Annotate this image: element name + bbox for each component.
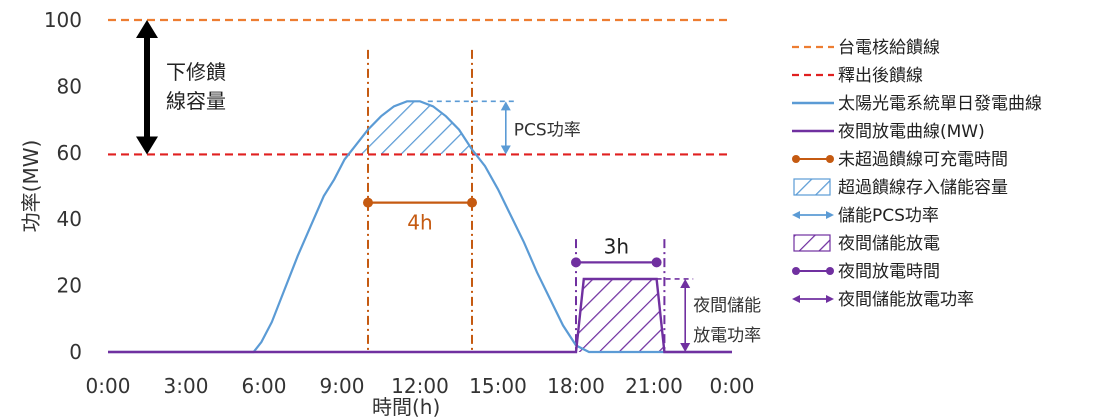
charge-time-dot [363,197,373,208]
legend-item: 儲能PCS功率 [792,206,939,226]
discharge-arrow-head [680,343,691,352]
legend-label: 夜間放電時間 [838,262,940,282]
legend-item: 台電核給饋線 [792,38,940,58]
legend-swatch-arrow-head [792,295,800,303]
feeder-reduction-label: 下修饋 [166,60,226,84]
y-tick-label: 100 [44,8,82,32]
pcs-arrow-head [500,145,511,155]
legend-swatch-dot [792,267,800,275]
chart: 0 20 40 60 80 100 0:00 3:00 6:00 9:00 12:00 15:00 18… [19,8,1042,398]
pcs-arrow-head [500,101,511,111]
series-line-pv [108,100,732,354]
plot-area: 0 20 40 60 80 100 0:00 3:00 6:00 9:00 12:00 15:00 18… [19,8,761,398]
discharge-power-label: 夜間儲能 [693,296,761,316]
legend-swatch-dot [826,155,834,163]
feeder-reduction-label: 線容量 [166,89,226,113]
legend-label: 太陽光電系統單日發電曲線 [838,94,1042,114]
legend-label: 夜間放電曲線(MW) [838,122,985,142]
legend-swatch-arrow-head [792,211,800,219]
discharge-time-dot [571,257,581,268]
feeder-reduction-arrow-head-up [136,20,158,38]
legend-swatch-dot [826,267,834,275]
legend-item: 夜間儲能放電 [793,234,940,254]
legend-item: 夜間儲能放電功率 [792,290,974,310]
legend-label: 未超過饋線可充電時間 [838,150,1008,170]
legend-item: 夜間放電時間 [792,262,940,282]
y-tick-label: 20 [57,274,82,298]
legend-swatch-arrow-head [826,295,834,303]
legend-item: 未超過饋線可充電時間 [792,150,1008,170]
x-axis-title: 時間(h) [372,395,441,419]
legend-swatch-dot [792,155,800,163]
y-tick-label: 0 [69,340,82,364]
x-tick-label: 0:00 [86,374,131,398]
y-tick-label: 80 [57,74,82,98]
legend-label: 夜間儲能放電 [838,234,940,254]
y-tick-label: 40 [57,207,82,231]
y-axis-title: 功率(MW) [19,140,43,233]
charge-time-dot [467,197,477,208]
legend-label: 台電核給饋線 [838,38,940,58]
legend-swatch-arrow-head [826,211,834,219]
discharge-power-label: 放電功率 [693,326,761,346]
x-tick-label: 18:00 [547,374,605,398]
pcs-label: PCS功率 [514,121,581,141]
x-tick-label: 3:00 [164,374,209,398]
x-tick-label: 12:00 [391,374,449,398]
series-line-night [108,277,732,354]
night-discharge-hatch [576,278,665,352]
legend-item: 太陽光電系統單日發電曲線 [792,94,1042,114]
legend-label: 夜間儲能放電功率 [838,290,974,310]
x-tick-label: 15:00 [469,374,527,398]
legend-label: 超過饋線存入儲能容量 [838,178,1008,198]
charge-time-label: 4h [407,211,432,235]
legend-label: 儲能PCS功率 [838,206,939,226]
discharge-time-dot [651,257,662,268]
y-tick-label: 60 [57,141,82,165]
legend-swatch-hatch [793,234,831,252]
x-tick-label: 9:00 [320,374,365,398]
legend-swatch-hatch [793,178,831,196]
x-tick-label: 21:00 [625,374,683,398]
stored-energy-hatch [348,101,476,154]
x-tick-label: 0:00 [710,374,755,398]
feeder-reduction-arrow-head-down [136,136,158,155]
legend-item: 超過饋線存入儲能容量 [793,178,1008,198]
legend-label: 釋出後饋線 [838,66,923,86]
x-tick-label: 6:00 [242,374,287,398]
discharge-time-label: 3h [604,234,629,258]
legend-item: 夜間放電曲線(MW) [792,122,985,142]
discharge-arrow-head [680,278,691,288]
legend-item: 釋出後饋線 [792,66,923,86]
